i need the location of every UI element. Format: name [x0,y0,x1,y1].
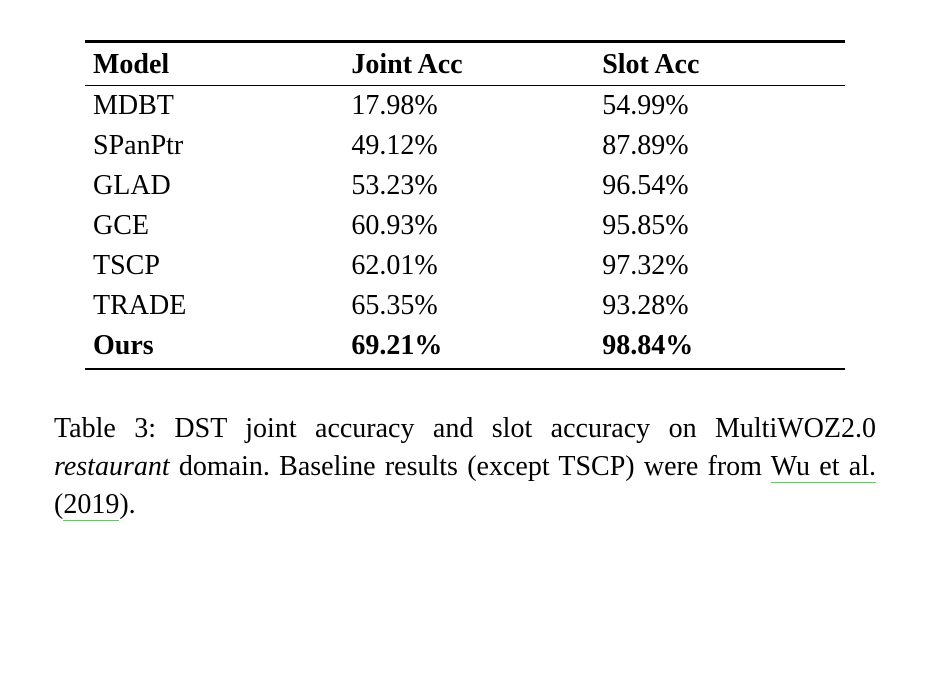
cell-slot: 95.85% [594,206,845,246]
paren-open: ( [54,489,63,520]
results-table: Model Joint Acc Slot Acc MDBT 17.98% 54.… [85,40,845,370]
cell-joint: 69.21% [343,326,594,369]
caption-after-domain: domain. Baseline results (except TSCP) w… [170,451,771,482]
caption-lead: Table 3: DST joint accuracy and slot acc… [54,413,876,444]
table-row: TSCP 62.01% 97.32% [85,246,845,286]
caption-domain: restaurant [54,451,170,482]
table-row: GLAD 53.23% 96.54% [85,166,845,206]
col-header-model: Model [85,42,343,86]
cell-joint: 62.01% [343,246,594,286]
table-header-row: Model Joint Acc Slot Acc [85,42,845,86]
col-header-slot: Slot Acc [594,42,845,86]
citation-author: Wu et al. [771,451,876,483]
paren-close: ). [119,489,135,520]
cell-joint: 53.23% [343,166,594,206]
cell-model: TSCP [85,246,343,286]
table-caption: Table 3: DST joint accuracy and slot acc… [48,410,882,523]
table-row: SPanPtr 49.12% 87.89% [85,126,845,166]
cell-model: TRADE [85,286,343,326]
col-header-joint: Joint Acc [343,42,594,86]
cell-joint: 49.12% [343,126,594,166]
cell-slot: 96.54% [594,166,845,206]
cell-joint: 65.35% [343,286,594,326]
table-row: Ours 69.21% 98.84% [85,326,845,369]
cell-slot: 93.28% [594,286,845,326]
cell-slot: 87.89% [594,126,845,166]
cell-model: GLAD [85,166,343,206]
citation-year: 2019 [63,489,119,521]
cell-model: Ours [85,326,343,369]
table-row: MDBT 17.98% 54.99% [85,86,845,127]
cell-joint: 17.98% [343,86,594,127]
cell-slot: 98.84% [594,326,845,369]
cell-model: SPanPtr [85,126,343,166]
table-row: GCE 60.93% 95.85% [85,206,845,246]
cell-joint: 60.93% [343,206,594,246]
table-row: TRADE 65.35% 93.28% [85,286,845,326]
cell-slot: 97.32% [594,246,845,286]
cell-slot: 54.99% [594,86,845,127]
cell-model: GCE [85,206,343,246]
cell-model: MDBT [85,86,343,127]
